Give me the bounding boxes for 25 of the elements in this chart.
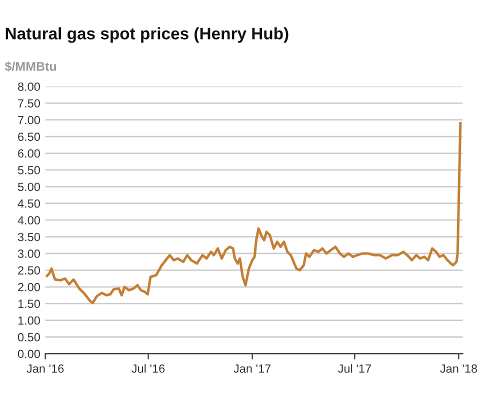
y-axis-title: $/MMBtu bbox=[4, 61, 56, 72]
line-series bbox=[46, 122, 462, 304]
x-tick-label: Jul '16 bbox=[132, 364, 165, 373]
y-tick-label: 5.50 bbox=[18, 166, 40, 174]
y-tick-label: 7.00 bbox=[18, 116, 40, 124]
y-tick-label: 7.50 bbox=[18, 99, 40, 108]
x-tick-label: Jan '18 bbox=[440, 364, 477, 373]
y-tick-label: 2.50 bbox=[18, 266, 40, 275]
y-tick-label: 1.00 bbox=[18, 316, 40, 325]
y-tick-label: 5.00 bbox=[18, 182, 40, 192]
y-tick-label: 8.00 bbox=[18, 82, 40, 91]
y-tick-label: 3.00 bbox=[18, 250, 40, 258]
y-tick-label: 6.00 bbox=[18, 149, 40, 158]
y-tick-label: 6.50 bbox=[18, 132, 40, 141]
y-tick-label: 3.50 bbox=[18, 232, 40, 242]
x-tick-label: Jan '17 bbox=[234, 364, 271, 373]
x-tick-label: Jul '17 bbox=[338, 364, 371, 373]
y-tick-label: 4.50 bbox=[18, 199, 40, 208]
y-tick-label: 4.00 bbox=[18, 216, 40, 224]
y-tick-label: 0.00 bbox=[18, 350, 40, 358]
y-tick-label: 1.50 bbox=[18, 300, 40, 308]
y-tick-label: 2.00 bbox=[18, 282, 40, 292]
y-tick-label: 0.50 bbox=[18, 333, 40, 342]
chart-title: Natural gas spot prices (Henry Hub) bbox=[6, 27, 288, 43]
x-tick-label: Jan '16 bbox=[26, 364, 64, 373]
